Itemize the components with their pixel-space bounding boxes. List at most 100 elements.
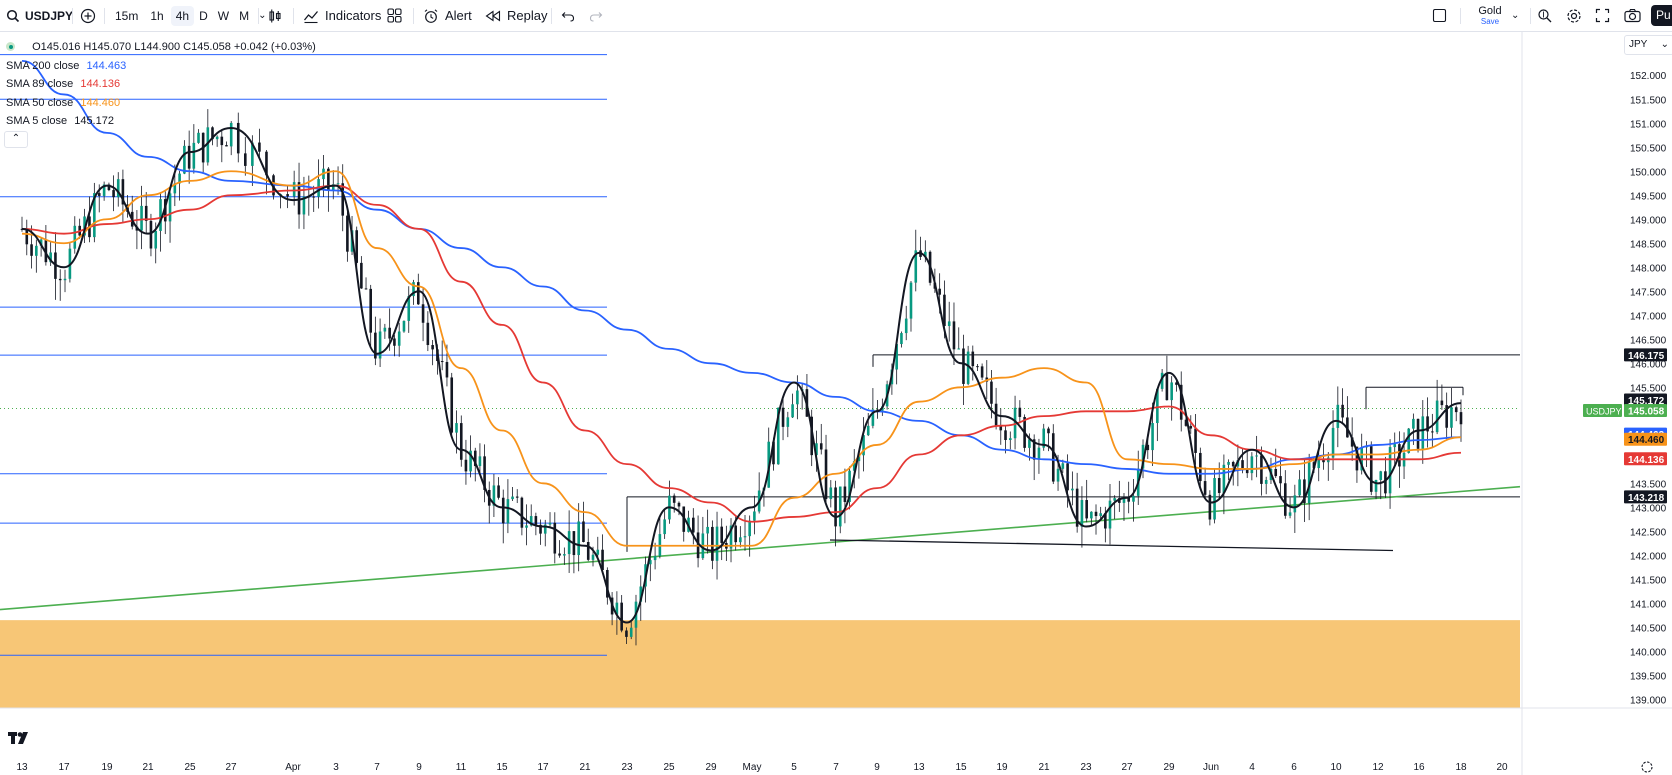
fullscreen-select-button[interactable] xyxy=(1432,0,1447,31)
candle-body xyxy=(1274,468,1278,477)
sma-200-row[interactable]: SMA 200 close 144.463 xyxy=(6,57,316,76)
interval-15m[interactable]: 15m xyxy=(115,8,139,23)
time-tick-label: 7 xyxy=(833,762,839,773)
falling-trendline[interactable] xyxy=(829,539,1394,552)
candle-body xyxy=(904,318,908,334)
candle-body xyxy=(1151,423,1154,451)
candle-body xyxy=(529,516,533,526)
candle-body xyxy=(1231,461,1235,467)
time-tick-label: May xyxy=(743,762,762,773)
undo-button[interactable] xyxy=(561,0,575,31)
layout-chevron-icon[interactable]: ⌄ xyxy=(1511,10,1520,21)
sma-5-row[interactable]: SMA 5 close 145.172 xyxy=(6,112,316,131)
candle-body xyxy=(649,560,652,565)
price-tick-label: 148.000 xyxy=(1630,263,1667,274)
candle-body xyxy=(1450,407,1453,428)
legend-collapse-button[interactable]: ⌃ xyxy=(4,131,28,148)
interval-1h[interactable]: 1h xyxy=(150,8,164,23)
candle-body xyxy=(1085,500,1088,519)
demand-zone[interactable] xyxy=(0,620,1520,708)
series-line-sma-200-close[interactable] xyxy=(21,59,1462,475)
candle-body xyxy=(1184,419,1188,426)
candle-body xyxy=(625,630,628,637)
redo-icon xyxy=(589,11,603,22)
time-tick-label: 17 xyxy=(58,762,70,773)
candle-body xyxy=(229,122,233,147)
indicators-button[interactable]: Indicators xyxy=(303,0,381,31)
sma-89-value: 144.136 xyxy=(80,78,121,90)
candle-body xyxy=(1208,494,1212,520)
redo-button[interactable] xyxy=(589,0,603,31)
sma-89-label: SMA 89 close xyxy=(6,78,74,90)
fullscreen-button[interactable] xyxy=(1595,0,1610,31)
divider xyxy=(104,8,105,24)
candle-body xyxy=(957,348,961,350)
candle-body xyxy=(815,443,818,456)
candle-body xyxy=(971,351,975,367)
candle-body xyxy=(639,586,643,602)
rising-trendline[interactable] xyxy=(0,485,1521,611)
interval-m[interactable]: M xyxy=(239,8,250,23)
candle-body xyxy=(834,487,837,527)
alarm-clock-icon xyxy=(424,8,438,23)
candle-body xyxy=(1293,495,1297,513)
candle-body xyxy=(1350,437,1354,447)
currency-selector[interactable]: JPY ⌄ xyxy=(1624,35,1672,55)
time-tick-label: 3 xyxy=(333,762,339,773)
price-label-text: 143.218 xyxy=(1628,493,1665,504)
time-tick-label: Jun xyxy=(1203,762,1219,773)
gear-icon xyxy=(1567,8,1581,23)
time-tick-label: 13 xyxy=(913,762,925,773)
candle-body xyxy=(220,136,224,146)
candle-body xyxy=(1051,433,1055,482)
axis-settings-gear-icon[interactable] xyxy=(1641,761,1653,773)
publish-button[interactable]: Pu xyxy=(1651,5,1672,26)
ohlc-row: O145.016 H145.070 L144.900 C145.058 +0.0… xyxy=(6,38,316,57)
price-tick-label: 148.500 xyxy=(1630,239,1667,250)
candle-body xyxy=(1245,468,1249,474)
chart-type-button[interactable] xyxy=(267,0,283,31)
sma-89-row[interactable]: SMA 89 close 144.136 xyxy=(6,75,316,94)
candle-body xyxy=(421,304,425,323)
interval-4h[interactable]: 4h xyxy=(170,5,195,26)
candle-body xyxy=(796,390,799,405)
tradingview-logo xyxy=(8,732,32,749)
compare-button[interactable] xyxy=(80,0,96,31)
candle-body xyxy=(355,230,359,263)
snapshot-button[interactable] xyxy=(1624,0,1641,31)
quick-search-button[interactable] xyxy=(1537,0,1553,31)
interval-w[interactable]: W xyxy=(217,8,230,23)
candle-body xyxy=(1199,452,1202,482)
candle-body xyxy=(102,184,106,196)
time-tick-label: 16 xyxy=(1413,762,1425,773)
chevron-down-icon[interactable]: ⌄ xyxy=(258,10,267,21)
settings-button[interactable] xyxy=(1566,0,1582,31)
price-label-badge xyxy=(1624,452,1667,466)
series-line-sma-5-close[interactable] xyxy=(21,127,1462,624)
candle-body xyxy=(663,519,666,535)
sma-50-row[interactable]: SMA 50 close 144.460 xyxy=(6,94,316,113)
candle-body xyxy=(743,536,747,538)
interval-d[interactable]: D xyxy=(199,8,208,23)
candle-body xyxy=(302,196,306,215)
candle-body xyxy=(672,495,676,503)
layout-menu[interactable]: Gold Save xyxy=(1468,0,1512,31)
symbol-search[interactable]: USDJPY xyxy=(6,0,73,31)
time-tick-label: 20 xyxy=(1496,762,1508,773)
time-tick-label: 18 xyxy=(1455,762,1467,773)
candle-body xyxy=(1004,430,1007,440)
replay-button[interactable]: Replay xyxy=(485,0,547,31)
candle-body xyxy=(692,517,695,533)
candle-body xyxy=(962,348,965,384)
series-line-sma-50-close[interactable] xyxy=(21,170,1462,547)
candle-body xyxy=(772,441,775,465)
time-tick-label: 13 xyxy=(16,762,28,773)
candle-body xyxy=(553,522,557,554)
candle-body xyxy=(258,142,261,152)
alert-button[interactable]: Alert xyxy=(423,0,472,31)
series-line-sma-89-close[interactable] xyxy=(21,184,1462,523)
price-tick-label: 141.500 xyxy=(1630,575,1667,586)
candle-body xyxy=(1217,478,1221,493)
templates-button[interactable] xyxy=(387,0,402,31)
